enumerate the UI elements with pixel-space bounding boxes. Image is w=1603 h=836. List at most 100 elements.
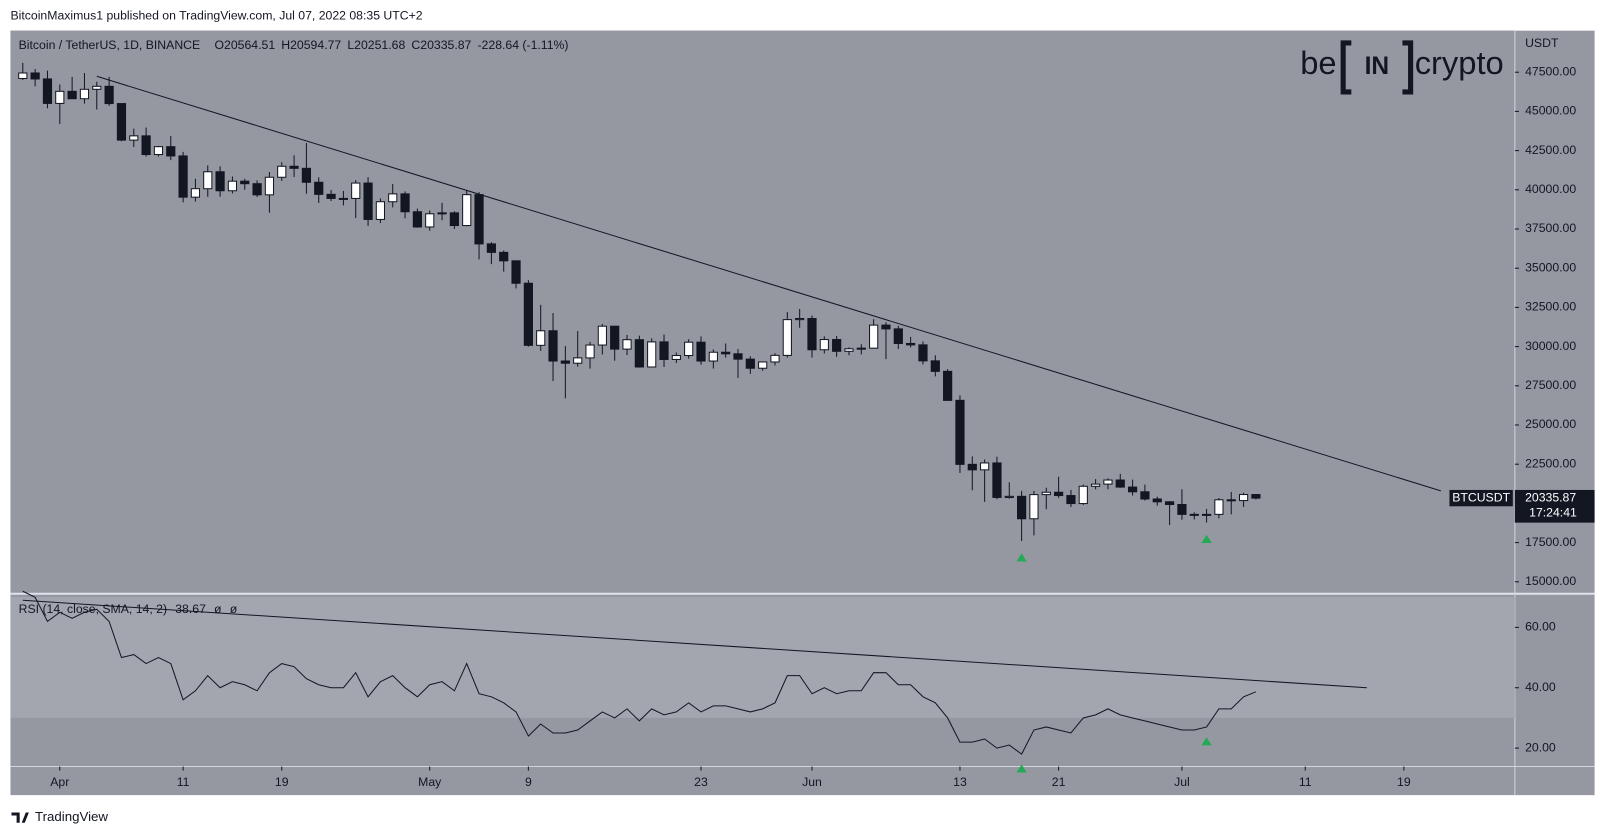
candle-body [893,328,903,344]
symbol-label-bg [1449,489,1513,507]
trendline [96,75,1442,492]
up-marker [1016,764,1027,773]
candle-body [758,361,768,369]
up-marker [1016,553,1027,562]
candle-body [215,171,225,192]
candle-body [733,353,743,360]
candle-body [129,135,139,141]
candle-body [622,339,632,350]
logo-text: crypto [1415,44,1504,81]
up-marker [1201,737,1212,746]
legend-item: 20251.68 [354,38,405,52]
candle-body [42,78,53,104]
candle-body [240,180,250,185]
candle-body [844,348,854,352]
candle-body [807,318,817,351]
candle-body [55,90,65,104]
candle-body [437,212,447,215]
candles [18,62,1261,542]
candle-body [314,181,324,195]
candle-body [1004,495,1014,498]
candle-body [585,344,595,359]
candle-body [795,318,805,321]
candle-body [400,193,410,213]
y-tick-label: 22500.00 [1525,456,1576,470]
candle-body [1201,513,1212,516]
candle-body [881,324,891,330]
y-tick-label: 35000.00 [1525,260,1576,274]
candle-body [18,72,28,79]
up-marker [1201,534,1212,543]
candle-body [671,355,681,360]
y-tick-label: 20.00 [1525,740,1556,754]
price-label-bg [1514,489,1595,523]
candle-body [166,146,176,157]
candle-body [1078,485,1088,505]
legend-item: H [281,38,290,52]
candle-body [597,325,607,346]
candle-body [1164,501,1175,505]
x-tick-label: 9 [525,775,532,789]
candle-body [782,319,792,356]
y-tick-label: 32500.00 [1525,300,1576,314]
y-tick-label: 15000.00 [1525,574,1576,588]
becrypto-logo: be IN crypto [1300,40,1504,95]
legend: Bitcoin / TetherUS, 1D, BINANCE O20564.51… [19,38,569,52]
candle-body [770,354,780,363]
legend-item: RSI (14, close, SMA, 14, 2) [19,602,167,616]
candle-body [178,155,188,198]
candle-body [1152,498,1162,503]
y-tick-label: 37500.00 [1525,221,1576,235]
candle-body [351,182,361,199]
x-tick-label: 19 [1397,775,1411,789]
candle-body [277,165,287,178]
axis-unit: USDT [1525,36,1559,50]
legend-item: 38.67 [175,602,206,616]
candle-body [92,85,102,90]
candle-body [918,344,928,362]
candle-body [1041,491,1051,496]
candle-body [375,201,385,220]
legend-item: -228.64 (-1.11%) [477,38,568,52]
candle-body [832,339,842,352]
candle-body [486,243,496,253]
y-tick-label: 40000.00 [1525,182,1576,196]
y-tick-label: 30000.00 [1525,339,1576,353]
candle-body [412,211,422,228]
candle-body [203,171,213,190]
candle-body [869,324,879,349]
candle-body [967,463,977,471]
rsi-line [22,590,1257,755]
candle-body [116,103,127,141]
candle-body [1091,483,1101,487]
logo-bracket [1340,40,1414,95]
legend-item: L [347,38,354,52]
legend-item: ø [214,602,222,616]
candle-body [141,135,151,156]
candle-body [1054,491,1064,497]
x-tick-label: Jul [1174,775,1190,789]
candle-body [67,90,77,100]
candle-body [326,193,336,199]
candle-body [227,180,238,192]
x-tick-label: 11 [177,775,190,789]
x-tick-label: 11 [1299,775,1312,789]
logo-text: IN [1365,53,1390,80]
candle-body [1226,499,1236,502]
trendline [22,599,1367,689]
x-tick-label: 13 [953,775,967,789]
x-tick-label: 21 [1052,775,1066,789]
candle-body [1066,495,1076,505]
candle-body [1029,494,1039,520]
candle-body [536,330,546,346]
candle-body [1251,494,1261,499]
candle-body [301,167,312,183]
y-tick-label: 42500.00 [1525,143,1576,157]
publish-header: BitcoinMaximus1 published on TradingView… [10,9,422,23]
candle-body [1127,486,1138,493]
candle-body [856,347,866,350]
candle-body [511,260,521,284]
candle-body [573,357,583,364]
